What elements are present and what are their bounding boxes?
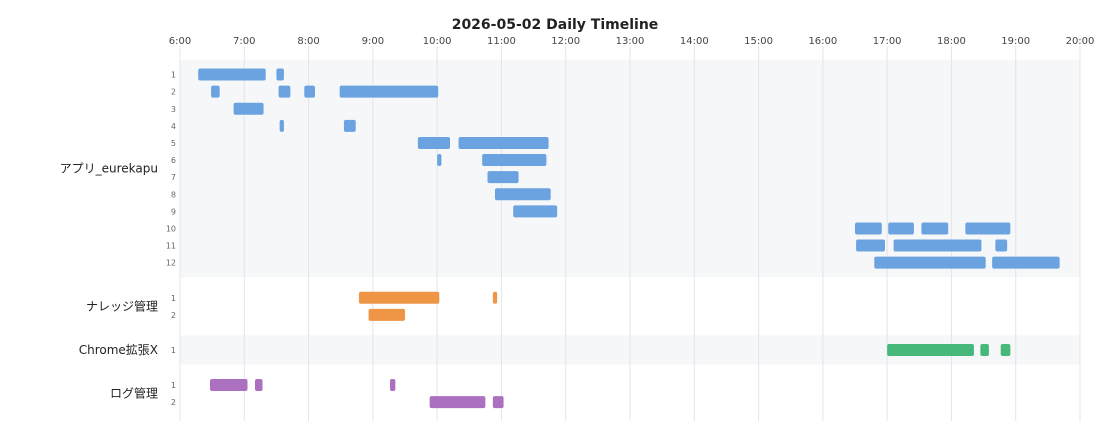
lane-label: 1 — [171, 381, 176, 390]
timeline-bar — [417, 136, 450, 149]
x-tick-label: 16:00 — [808, 36, 837, 47]
category-label: ログ管理 — [110, 386, 158, 401]
x-tick-label: 13:00 — [616, 36, 645, 47]
timeline-bar — [368, 308, 405, 321]
x-tick-label: 19:00 — [1001, 36, 1030, 47]
lane-label: 2 — [171, 88, 176, 97]
timeline-bar — [276, 68, 284, 81]
timeline-bar — [210, 379, 248, 392]
timeline-bar — [339, 85, 439, 98]
x-tick-label: 10:00 — [423, 36, 452, 47]
timeline-bar — [492, 291, 498, 304]
grid-lines — [179, 46, 1081, 421]
x-tick-label: 6:00 — [169, 36, 191, 47]
lane-label: 7 — [171, 173, 176, 182]
lane-label: 1 — [171, 71, 176, 80]
category-label: ナレッジ管理 — [86, 298, 158, 313]
lane-label: 2 — [171, 311, 176, 320]
lane-label: 1 — [171, 346, 176, 355]
timeline-bar — [887, 343, 974, 356]
timeline-bar — [279, 119, 284, 132]
timeline-bar — [429, 396, 486, 409]
timeline-bar — [487, 171, 519, 184]
bars — [198, 68, 1060, 409]
lane-label: 3 — [171, 105, 176, 114]
lane-label: 10 — [166, 224, 176, 233]
x-tick-label: 7:00 — [233, 36, 255, 47]
lane-label: 1 — [171, 294, 176, 303]
category-label: アプリ_eurekapu — [60, 162, 158, 176]
timeline-bar — [458, 136, 549, 149]
timeline-bar — [390, 379, 396, 392]
lane-label: 6 — [171, 156, 176, 165]
timeline-bar — [995, 239, 1008, 252]
x-tick-label: 14:00 — [680, 36, 709, 47]
x-tick-label: 18:00 — [937, 36, 966, 47]
timeline-bar — [304, 85, 315, 98]
timeline-bar — [482, 154, 547, 167]
category-label: Chrome拡張X — [79, 343, 158, 357]
x-tick-label: 17:00 — [873, 36, 902, 47]
timeline-bar — [513, 205, 558, 218]
timeline-bar — [211, 85, 220, 98]
timeline-bar — [492, 396, 504, 409]
lane-label: 11 — [166, 242, 176, 251]
timeline-bar — [980, 343, 989, 356]
x-tick-label: 8:00 — [297, 36, 319, 47]
x-tick-label: 9:00 — [362, 36, 384, 47]
timeline-bar — [198, 68, 266, 81]
lane-label: 12 — [166, 259, 176, 268]
timeline-bar — [1000, 343, 1011, 356]
lane-label: 4 — [171, 122, 176, 131]
lane-label: 9 — [171, 207, 176, 216]
timeline-bar — [343, 119, 356, 132]
category-labels: アプリ_eurekapu123456789101112ナレッジ管理12Chrom… — [60, 71, 176, 408]
timeline-bar — [992, 256, 1060, 269]
timeline-bar — [233, 102, 264, 115]
chart-title: 2026-05-02 Daily Timeline — [452, 17, 659, 33]
lane-label: 5 — [171, 139, 176, 148]
timeline-bar — [921, 222, 949, 235]
x-tick-label: 12:00 — [551, 36, 580, 47]
timeline-bar — [874, 256, 986, 269]
timeline-bar — [278, 85, 291, 98]
timeline-bar — [358, 291, 440, 304]
x-tick-label: 11:00 — [487, 36, 516, 47]
timeline-bar — [856, 239, 885, 252]
lane-label: 2 — [171, 398, 176, 407]
timeline-bar — [893, 239, 982, 252]
timeline-bar — [965, 222, 1011, 235]
x-axis-ticks: 6:00 7:00 8:00 9:00 10:00 11:00 12:00 13:00 14:0… — [169, 36, 1095, 47]
x-tick-label: 20:00 — [1066, 36, 1095, 47]
lane-label: 8 — [171, 190, 176, 199]
timeline-bar — [255, 379, 263, 392]
timeline-bar — [855, 222, 882, 235]
timeline-bar — [888, 222, 914, 235]
timeline-bar — [495, 188, 551, 201]
x-tick-label: 15:00 — [744, 36, 773, 47]
timeline-bar — [437, 154, 442, 167]
